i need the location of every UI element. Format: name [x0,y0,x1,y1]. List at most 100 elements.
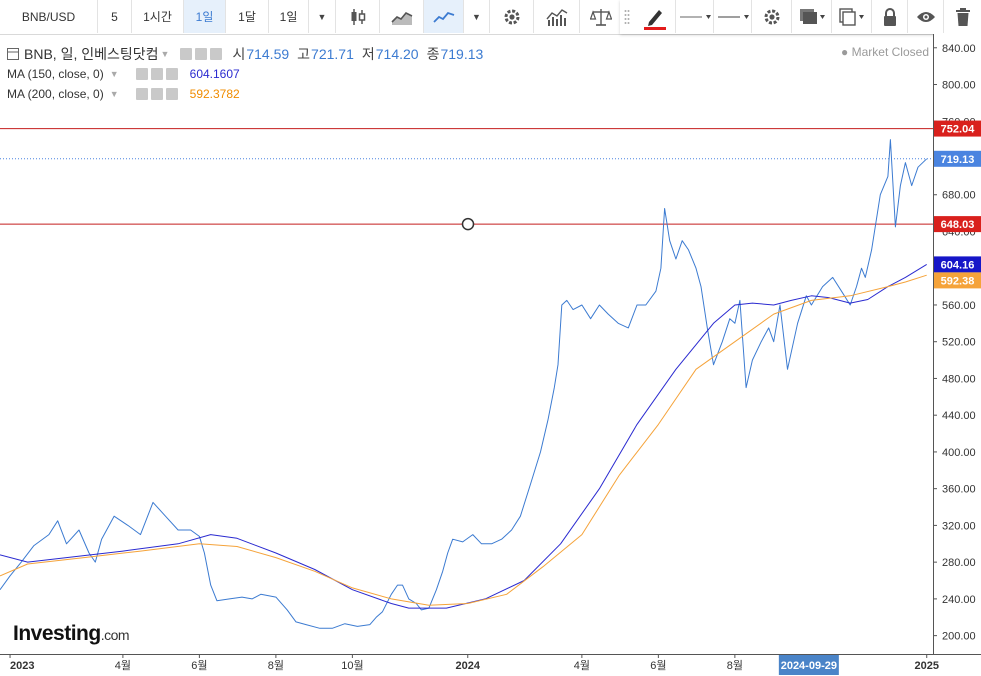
drawing-settings-button[interactable] [752,0,792,33]
market-status-text: Market Closed [851,45,929,59]
market-status: ● Market Closed [841,45,929,59]
compare-button[interactable] [580,0,622,33]
x-tick-label: 2025 [914,660,938,672]
ma150-line [0,263,927,609]
high-value: 721.71 [311,46,354,62]
open-value: 714.59 [246,46,290,62]
visibility-icon[interactable] [135,68,148,80]
interval-1day-2-label: 1일 [279,10,298,24]
line-chart-button[interactable] [424,0,464,33]
y-tick-label: 320.00 [942,520,976,532]
interval-dropdown[interactable]: ▼ [309,0,336,33]
last-price-label: 719.13 [941,154,975,166]
close-icon[interactable] [165,68,178,80]
compare-scale-icon [589,8,612,26]
settings-icon[interactable] [150,88,163,100]
line-style-icon [679,14,711,19]
horizontal-lines [0,128,933,225]
interval-1day[interactable]: 1일 [269,0,309,33]
drag-handle-icon [624,9,630,24]
interval-1hour-label: 1시간 [143,10,172,24]
trash-icon [955,7,970,26]
chart-type-dropdown[interactable]: ▼ [464,0,490,33]
line-width-icon [717,14,749,19]
pencil-color-button[interactable] [634,0,676,33]
visibility-button[interactable] [908,0,944,33]
settings-gear-icon [764,9,779,24]
ma200-value: 592.3782 [189,87,240,101]
line-anchor-handle[interactable] [461,217,475,231]
collapse-icon[interactable] [7,48,19,60]
time-axis[interactable]: 2023 4월 6월 8월 10월 2024 4월 6월 8월 2024-09-29 2025 [0,654,981,676]
x-tick-label: 2023 [10,660,34,672]
legend-title: BNB, 일, 인베스팅닷컴 [24,46,159,62]
line-chart-icon [432,11,454,23]
chart-settings-button[interactable] [490,0,534,33]
time-axis-bg [0,654,981,676]
y-tick-label: 480.00 [942,373,976,385]
price-line [0,139,928,629]
settings-icon[interactable] [195,48,208,60]
anchor-handle-icon[interactable] [461,217,475,231]
dropdown-caret-icon[interactable]: ▼ [160,49,170,59]
line-width-dropdown[interactable] [714,0,752,33]
x-tick-label: 8월 [268,659,284,672]
chart-series [0,139,928,629]
hline-upper-price-label-box [934,120,981,137]
interval-1month-label: 1달 [238,10,256,24]
ma150-legend: MA (150, close, 0) ▼ 604.1607 [7,67,240,81]
logo-suffix: .com [100,627,130,643]
candlestick-button[interactable] [336,0,380,33]
visibility-icon[interactable] [135,88,148,100]
last-price-label-box [934,150,981,167]
indicators-button[interactable] [534,0,580,33]
price-axis[interactable]: 200.00 240.00 280.00 320.00 360.00 400.00 440.… [933,34,981,654]
ma150-price-label: 604.16 [941,259,975,271]
hline-lower-price-label-box [934,216,981,233]
x-tick-label: 4월 [115,659,131,672]
interval-5-label: 5 [111,9,118,24]
interval-5[interactable]: 5 [98,0,132,33]
close-label: 종 [426,46,440,62]
ma150-value: 604.1607 [189,67,240,81]
line-style-dropdown[interactable] [676,0,714,33]
investing-logo: Investing.com [13,622,130,646]
price-chart[interactable]: 200.00 240.00 280.00 320.00 360.00 400.00 440.… [0,34,981,676]
dropdown-caret-icon[interactable]: ▼ [109,69,119,79]
lock-icon [883,7,896,26]
visibility-icon[interactable] [180,48,193,60]
interval-1day-active[interactable]: 1일 [184,0,226,33]
pencil-icon [643,9,666,30]
x-tick-label: 2024 [456,660,481,672]
lock-button[interactable] [872,0,908,33]
area-chart-icon [390,11,412,25]
ma150-label: MA (150, close, 0) [7,67,104,81]
chart-toolbar: BNB/USD 5 1시간 1일 1달 1일 ▼ ▼ [0,0,981,35]
area-chart-button[interactable] [380,0,424,33]
dropdown-caret-icon: ▼ [317,11,327,22]
y-tick-label: 440.00 [942,410,976,422]
settings-icon[interactable] [150,68,163,80]
close-icon[interactable] [165,88,178,100]
high-label: 고 [297,46,311,62]
clone-button[interactable] [832,0,872,33]
close-icon[interactable] [210,48,223,60]
eye-icon [916,11,935,22]
indicators-icon [545,8,567,26]
layers-button[interactable] [792,0,832,33]
symbol-label: BNB/USD [21,9,76,24]
drag-handle[interactable] [620,0,634,33]
delete-button[interactable] [944,0,981,33]
interval-1month[interactable]: 1달 [226,0,269,33]
dropdown-caret-icon[interactable]: ▼ [109,89,119,99]
y-tick-label: 520.00 [942,337,976,349]
low-label: 저 [361,46,375,62]
symbol-selector[interactable]: BNB/USD [0,0,98,33]
x-tick-label: 10월 [341,659,363,672]
ma200-legend: MA (200, close, 0) ▼ 592.3782 [7,87,240,101]
ma200-price-label: 592.38 [941,275,975,287]
interval-1hour[interactable]: 1시간 [132,0,184,33]
ma200-price-label-box [934,272,981,289]
ma150-price-label-box [934,256,981,273]
dropdown-caret-icon: ▼ [472,11,481,22]
